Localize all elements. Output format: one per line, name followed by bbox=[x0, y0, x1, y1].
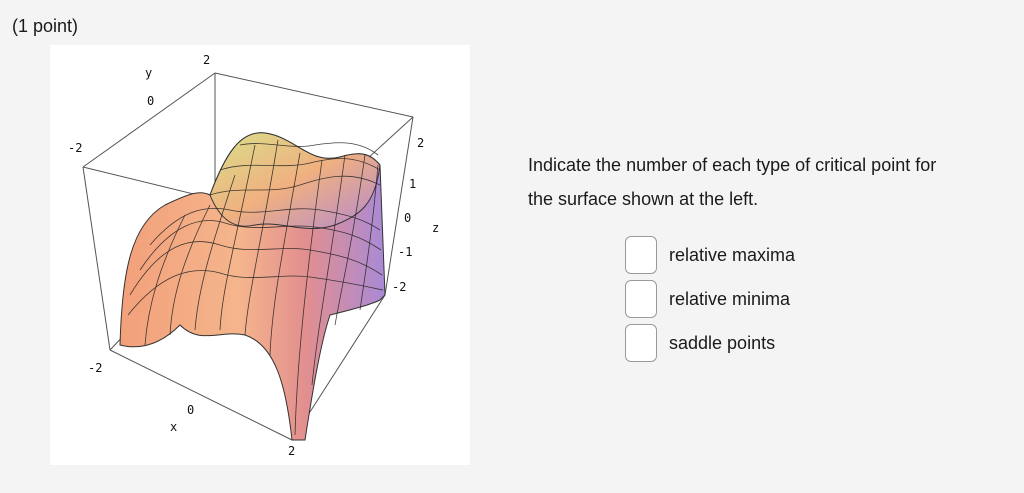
saddle-points-input[interactable] bbox=[625, 324, 657, 362]
z-axis: 2 1 0 -1 -2 z bbox=[392, 136, 439, 294]
relative-minima-input[interactable] bbox=[625, 280, 657, 318]
x-axis-label: x bbox=[170, 420, 177, 434]
z-tick: 1 bbox=[409, 177, 416, 191]
z-tick: 2 bbox=[417, 136, 424, 150]
z-tick: -1 bbox=[398, 245, 412, 259]
z-tick: -2 bbox=[392, 280, 406, 294]
answer-row-relative-minima: relative minima bbox=[625, 277, 795, 321]
relative-maxima-input[interactable] bbox=[625, 236, 657, 274]
z-axis-label: z bbox=[432, 221, 439, 235]
x-tick: 2 bbox=[288, 444, 295, 458]
z-tick: 0 bbox=[404, 211, 411, 225]
y-axis-label: y bbox=[145, 66, 152, 80]
y-axis: y 2 0 -2 bbox=[68, 53, 210, 155]
answer-row-relative-maxima: relative maxima bbox=[625, 233, 795, 277]
x-tick: -2 bbox=[88, 361, 102, 375]
x-axis: -2 0 2 x bbox=[88, 361, 295, 458]
y-tick: -2 bbox=[68, 141, 82, 155]
y-tick: 0 bbox=[147, 94, 154, 108]
question-prompt: Indicate the number of each type of crit… bbox=[528, 155, 937, 209]
answer-row-saddle-points: saddle points bbox=[625, 321, 795, 365]
surface-plot-svg: y 2 0 -2 -2 0 2 x 2 1 0 -1 -2 z bbox=[68, 53, 439, 458]
surface-plot: y 2 0 -2 -2 0 2 x 2 1 0 -1 -2 z bbox=[50, 45, 470, 465]
relative-maxima-label: relative maxima bbox=[669, 244, 796, 265]
answer-list: relative maxima relative minima saddle p… bbox=[625, 233, 795, 365]
y-tick: 2 bbox=[203, 53, 210, 67]
points-label: (1 point) bbox=[12, 16, 79, 36]
x-tick: 0 bbox=[187, 403, 194, 417]
surface-mesh bbox=[127, 139, 384, 436]
saddle-points-label: saddle points bbox=[669, 332, 776, 353]
relative-minima-label: relative minima bbox=[669, 288, 791, 309]
surface bbox=[119, 132, 386, 441]
